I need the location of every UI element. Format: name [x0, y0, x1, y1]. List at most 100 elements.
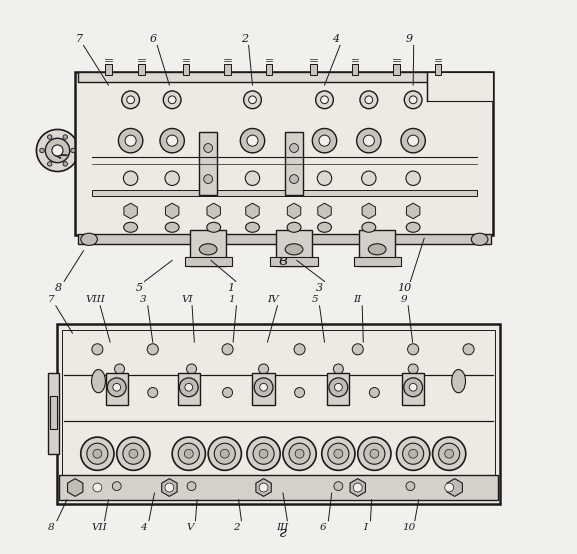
Circle shape [147, 343, 158, 355]
Bar [106, 373, 128, 405]
Circle shape [93, 483, 102, 492]
Circle shape [168, 96, 176, 104]
Ellipse shape [368, 244, 386, 255]
Circle shape [289, 443, 310, 464]
Polygon shape [166, 203, 179, 219]
Bar [253, 373, 275, 405]
Circle shape [334, 364, 343, 374]
Circle shape [445, 483, 454, 492]
Circle shape [319, 135, 330, 146]
Polygon shape [246, 203, 259, 219]
Polygon shape [68, 479, 83, 496]
Bar [183, 64, 189, 75]
Circle shape [165, 171, 179, 186]
Text: 1: 1 [227, 283, 234, 293]
Circle shape [220, 449, 229, 458]
Circle shape [360, 91, 378, 109]
Polygon shape [406, 203, 420, 219]
Circle shape [92, 343, 103, 355]
Circle shape [409, 383, 417, 391]
Circle shape [204, 175, 212, 183]
Circle shape [214, 443, 235, 464]
Circle shape [179, 378, 198, 397]
Ellipse shape [92, 370, 106, 393]
Circle shape [125, 135, 136, 146]
Circle shape [259, 449, 268, 458]
Ellipse shape [406, 222, 420, 232]
Polygon shape [318, 203, 331, 219]
Polygon shape [162, 479, 177, 496]
Ellipse shape [199, 244, 217, 255]
Circle shape [118, 129, 143, 153]
Circle shape [404, 378, 422, 397]
Polygon shape [350, 479, 365, 496]
Bar [271, 257, 317, 266]
Circle shape [409, 96, 417, 104]
Bar [434, 64, 441, 75]
Polygon shape [256, 479, 271, 496]
Bar [402, 373, 424, 405]
Circle shape [186, 364, 197, 374]
Circle shape [222, 343, 233, 355]
Circle shape [113, 383, 121, 391]
Circle shape [353, 483, 362, 492]
Bar [393, 64, 400, 75]
Circle shape [334, 481, 343, 491]
Text: 7: 7 [48, 295, 55, 304]
Text: 8: 8 [48, 523, 55, 532]
Text: 4: 4 [140, 523, 147, 532]
Bar [199, 132, 217, 194]
Ellipse shape [123, 222, 137, 232]
Bar [178, 373, 200, 405]
Text: в: в [279, 254, 287, 269]
Circle shape [369, 388, 379, 398]
Bar [359, 230, 395, 266]
Text: 3: 3 [140, 295, 147, 304]
Text: I: I [363, 523, 367, 532]
Circle shape [254, 378, 273, 397]
Circle shape [87, 443, 108, 464]
Text: III: III [276, 523, 288, 532]
Circle shape [249, 96, 256, 104]
Text: 8: 8 [55, 283, 62, 293]
Circle shape [243, 91, 261, 109]
Circle shape [247, 135, 258, 146]
Circle shape [283, 437, 316, 470]
Circle shape [81, 437, 114, 470]
Ellipse shape [285, 244, 303, 255]
Ellipse shape [246, 222, 260, 232]
Bar [138, 64, 145, 75]
Circle shape [312, 129, 337, 153]
Circle shape [63, 135, 68, 139]
Bar [59, 475, 499, 500]
Circle shape [148, 388, 158, 398]
Circle shape [294, 343, 305, 355]
Text: 9: 9 [406, 34, 413, 44]
Circle shape [123, 443, 144, 464]
Circle shape [167, 135, 178, 146]
Circle shape [117, 437, 150, 470]
Polygon shape [124, 203, 137, 219]
Circle shape [208, 437, 241, 470]
Text: 3: 3 [316, 283, 323, 293]
Text: 10: 10 [403, 523, 416, 532]
Polygon shape [362, 203, 376, 219]
Bar [57, 324, 500, 504]
Circle shape [408, 364, 418, 374]
Circle shape [362, 171, 376, 186]
Bar [351, 64, 358, 75]
Circle shape [406, 171, 421, 186]
Circle shape [357, 129, 381, 153]
Circle shape [245, 171, 260, 186]
Circle shape [352, 343, 364, 355]
Circle shape [253, 443, 274, 464]
Ellipse shape [207, 222, 220, 232]
Circle shape [129, 449, 138, 458]
Bar [92, 189, 477, 196]
Polygon shape [447, 479, 462, 496]
Ellipse shape [287, 222, 301, 232]
Circle shape [259, 483, 268, 492]
Circle shape [160, 129, 184, 153]
Circle shape [317, 171, 332, 186]
Circle shape [240, 129, 265, 153]
